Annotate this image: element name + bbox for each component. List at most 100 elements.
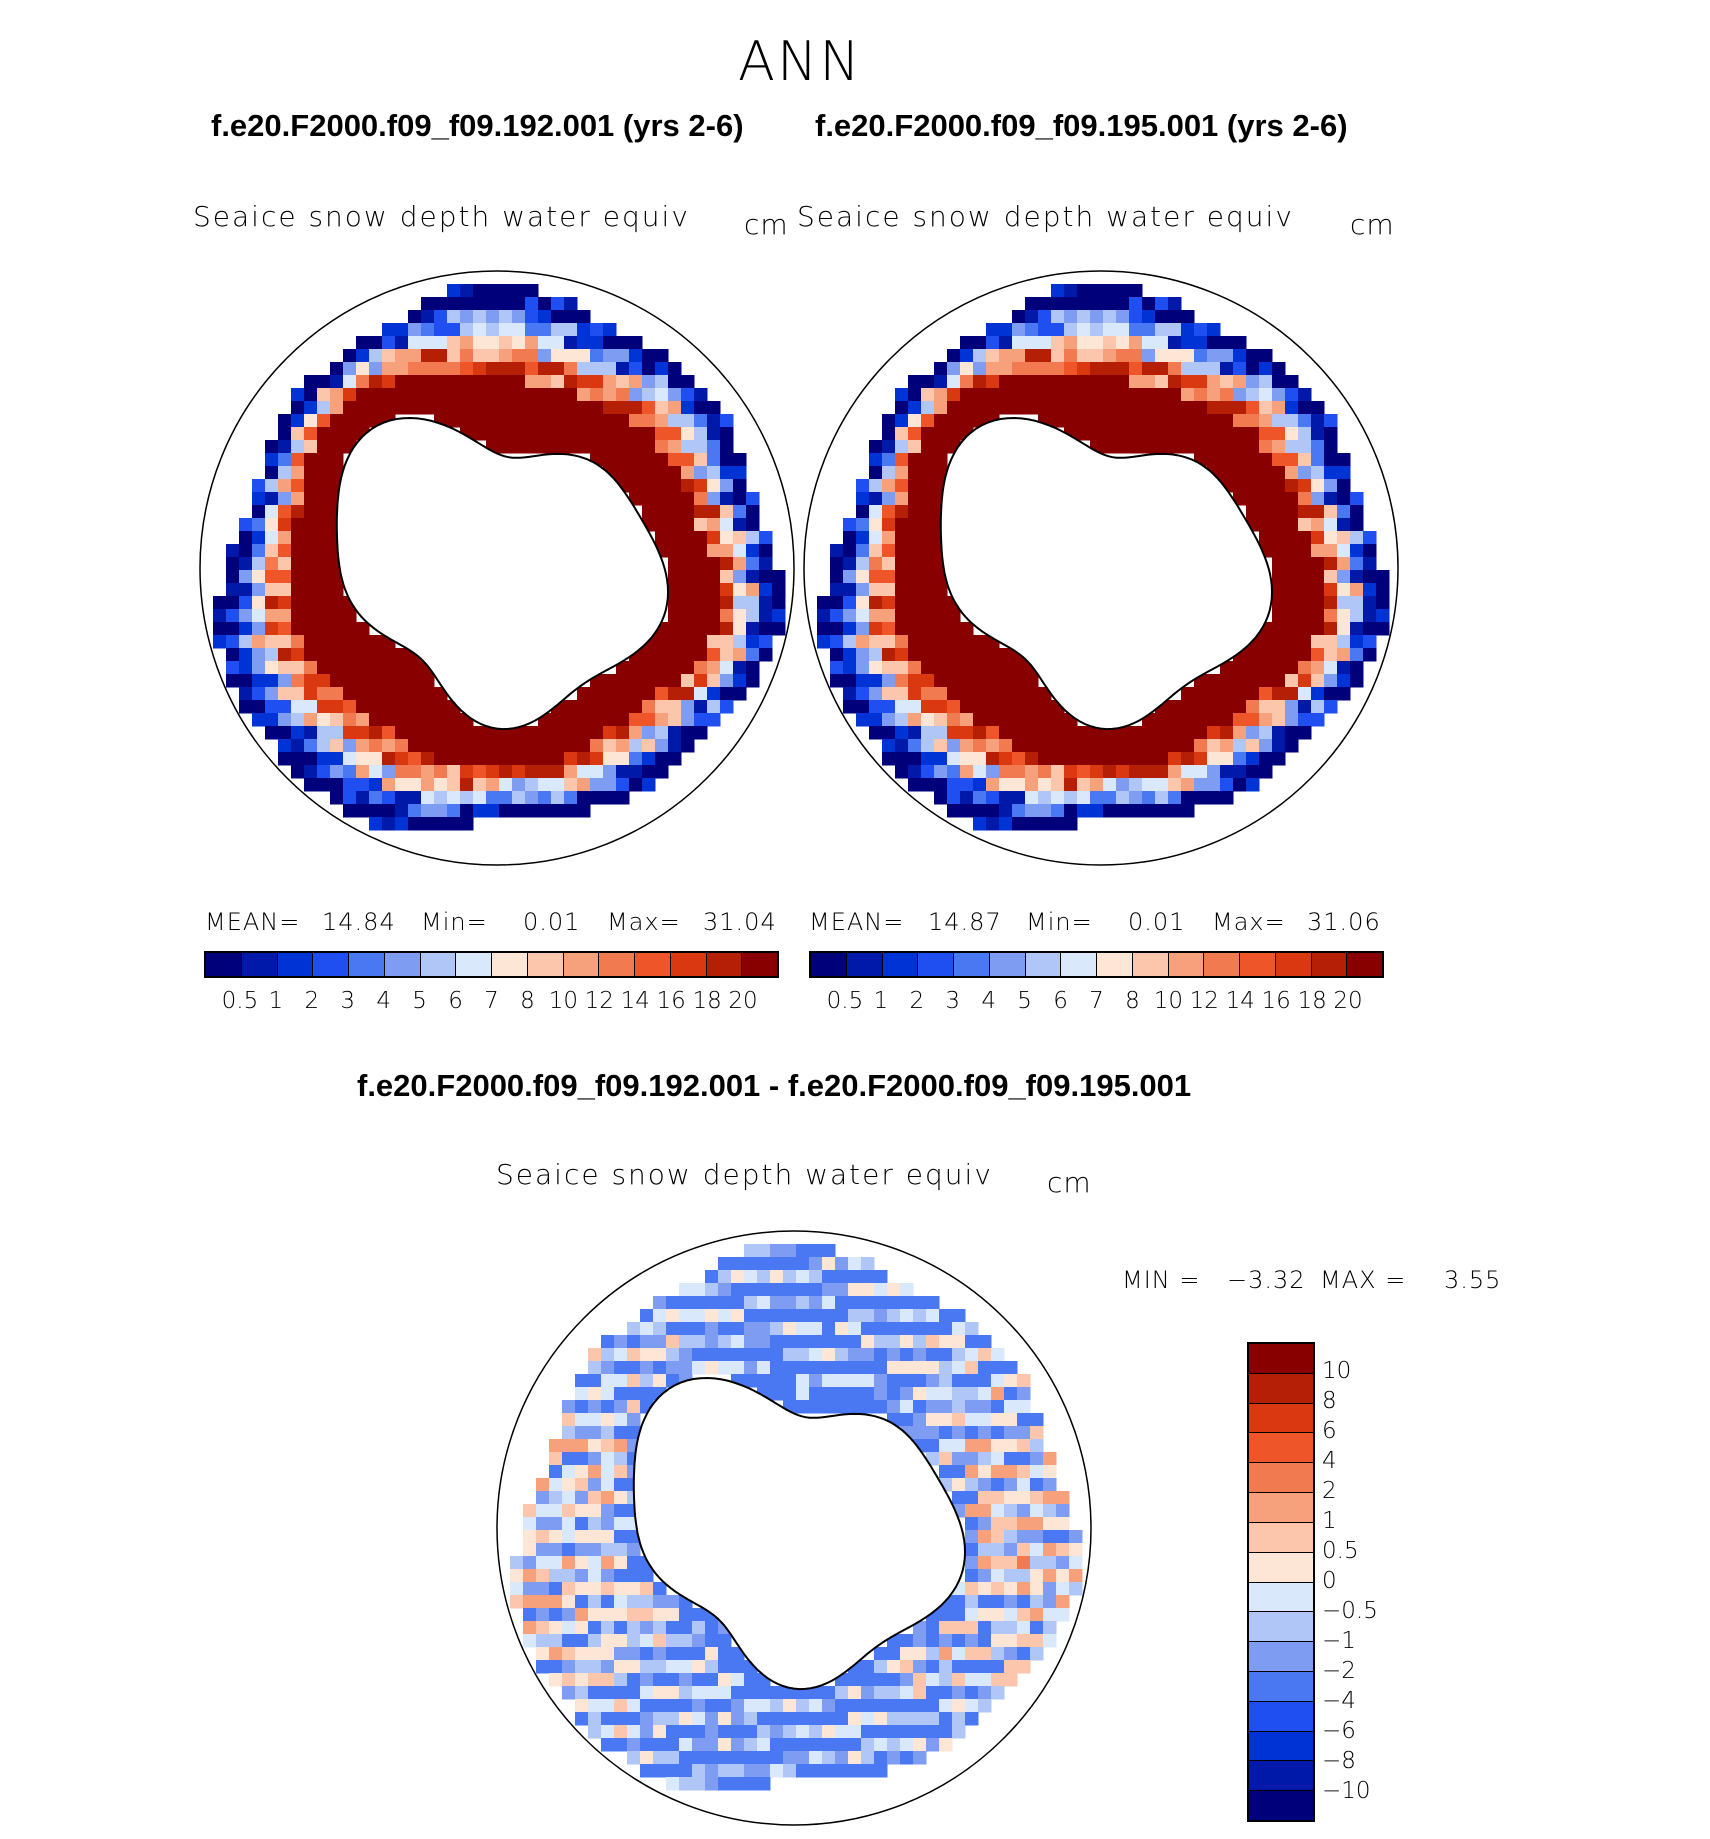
grid-cell [317, 492, 331, 506]
grid-cell [1337, 531, 1351, 545]
grid-cell [926, 1309, 940, 1323]
grid-cell [882, 466, 896, 480]
grid-cell [1233, 388, 1247, 402]
grid-cell [278, 635, 292, 649]
grid-cell [1116, 323, 1130, 337]
grid-cell [707, 713, 721, 727]
grid-cell [226, 596, 240, 610]
grid-cell [895, 401, 909, 415]
grid-cell [965, 1348, 979, 1362]
grid-cell [666, 1296, 680, 1310]
grid-cell [616, 414, 630, 428]
grid-cell [304, 661, 318, 675]
grid-cell [720, 427, 734, 441]
grid-cell [1142, 791, 1156, 805]
grid-cell [616, 401, 630, 415]
grid-cell [744, 1777, 758, 1791]
grid-cell [796, 1244, 810, 1258]
grid-cell [512, 778, 526, 792]
grid-cell [796, 1257, 810, 1271]
grid-cell [499, 791, 513, 805]
grid-cell [1220, 791, 1234, 805]
grid-cell [843, 674, 857, 688]
grid-cell [1038, 375, 1052, 389]
grid-cell [835, 1374, 849, 1388]
grid-cell [681, 375, 695, 389]
grid-cell [1311, 505, 1325, 519]
grid-cell [900, 1673, 914, 1687]
grid-cell [512, 336, 526, 350]
grid-cell [720, 609, 734, 623]
grid-cell [408, 323, 422, 337]
grid-cell [679, 1673, 693, 1687]
grid-cell [1298, 700, 1312, 714]
grid-cell [1004, 1426, 1018, 1440]
grid-cell [588, 1491, 602, 1505]
grid-cell [265, 661, 279, 675]
grid-cell [304, 440, 318, 454]
panel-2-max-value: 31.06 [1307, 908, 1381, 936]
grid-cell [382, 336, 396, 350]
grid-cell [653, 1738, 667, 1752]
grid-cell [934, 440, 948, 454]
grid-cell [759, 544, 773, 558]
grid-cell [239, 609, 253, 623]
grid-cell [874, 1387, 888, 1401]
grid-cell [908, 739, 922, 753]
grid-cell [869, 492, 883, 506]
grid-cell [720, 414, 734, 428]
grid-cell [1043, 1452, 1057, 1466]
grid-cell [1220, 739, 1234, 753]
grid-cell [1012, 661, 1026, 675]
grid-cell [900, 1699, 914, 1713]
grid-cell [369, 804, 383, 818]
grid-cell [817, 596, 831, 610]
grid-cell [1168, 362, 1182, 376]
grid-cell [913, 1426, 927, 1440]
grid-cell [1285, 596, 1299, 610]
grid-cell [731, 1686, 745, 1700]
grid-cell [921, 440, 935, 454]
grid-cell [499, 427, 513, 441]
grid-cell [809, 1309, 823, 1323]
grid-cell [601, 1582, 615, 1596]
grid-cell [369, 661, 383, 675]
grid-cell [965, 1400, 979, 1414]
grid-cell [759, 622, 773, 636]
grid-cell [525, 388, 539, 402]
grid-cell [843, 700, 857, 714]
grid-cell [707, 648, 721, 662]
grid-cell [1207, 700, 1221, 714]
grid-cell [733, 583, 747, 597]
grid-cell [1043, 1569, 1057, 1583]
grid-cell [707, 622, 721, 636]
grid-cell [965, 1387, 979, 1401]
grid-cell [1324, 635, 1338, 649]
grid-cell [538, 414, 552, 428]
grid-cell [640, 1374, 654, 1388]
grid-cell [681, 427, 695, 441]
grid-cell [1194, 349, 1208, 363]
grid-cell [525, 401, 539, 415]
grid-cell [882, 635, 896, 649]
grid-cell [564, 700, 578, 714]
grid-cell [926, 1387, 940, 1401]
grid-cell [551, 791, 565, 805]
grid-cell [1064, 752, 1078, 766]
grid-cell [679, 1712, 693, 1726]
grid-cell [733, 596, 747, 610]
grid-cell [525, 765, 539, 779]
grid-cell [720, 661, 734, 675]
grid-cell [640, 1569, 654, 1583]
grid-cell [356, 752, 370, 766]
grid-cell [499, 349, 513, 363]
grid-cell [694, 414, 708, 428]
grid-cell [1051, 336, 1065, 350]
grid-cell [887, 1387, 901, 1401]
grid-cell [874, 1348, 888, 1362]
grid-cell [1155, 310, 1169, 324]
grid-cell [343, 700, 357, 714]
grid-cell [1129, 375, 1143, 389]
grid-cell [421, 362, 435, 376]
grid-cell [512, 414, 526, 428]
